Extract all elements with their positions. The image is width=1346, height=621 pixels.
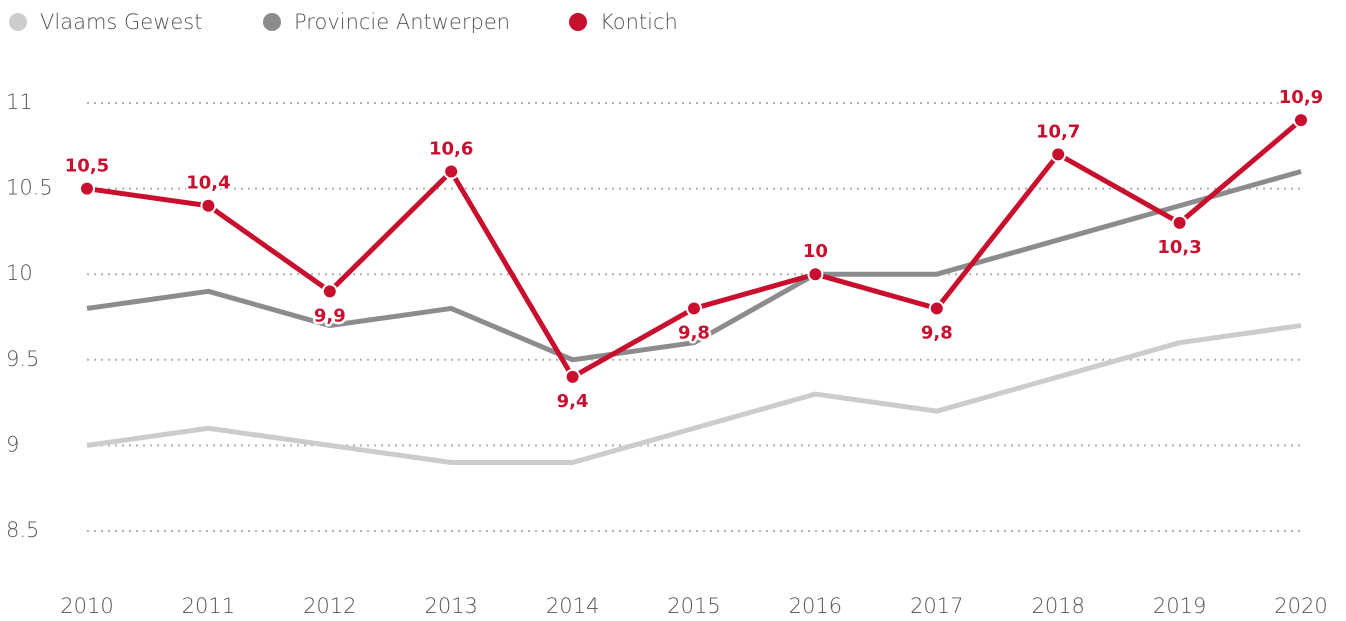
series-line	[86, 169, 1302, 363]
data-label: 10,4	[186, 173, 230, 194]
data-label: 10,5	[65, 156, 109, 177]
data-point	[807, 266, 824, 283]
data-point	[200, 197, 217, 214]
data-point	[1050, 146, 1067, 163]
x-tick-label: 2012	[303, 594, 356, 618]
series-line	[86, 323, 1302, 466]
x-tick-label: 2015	[667, 594, 720, 618]
legend-label: Vlaams Gewest	[40, 10, 202, 34]
legend-marker	[569, 13, 587, 31]
x-tick-label: 2011	[182, 594, 235, 618]
x-tick-label: 2016	[789, 594, 842, 618]
data-point	[686, 300, 702, 317]
data-label: 10,3	[1157, 237, 1201, 258]
x-tick-label: 2013	[424, 594, 477, 618]
legend-label: Provincie Antwerpen	[294, 10, 510, 34]
data-label: 10	[803, 241, 828, 262]
data-label: 9,8	[921, 322, 953, 343]
x-tick-label: 2019	[1153, 594, 1206, 618]
y-tick-label: 10	[6, 261, 33, 285]
legend-marker	[263, 13, 281, 31]
x-tick-label: 2020	[1274, 594, 1327, 618]
x-tick-label: 2017	[910, 594, 963, 618]
data-point	[321, 283, 338, 300]
data-label: 9,9	[314, 305, 346, 326]
data-label: 10,6	[429, 138, 473, 159]
data-point	[564, 368, 581, 385]
x-tick-label: 2014	[546, 594, 599, 618]
data-point	[1293, 112, 1309, 129]
legend-marker	[9, 13, 27, 31]
y-tick-label: 10.5	[6, 176, 53, 200]
data-point	[928, 300, 945, 317]
y-tick-label: 9.5	[6, 347, 39, 371]
y-tick-label: 9	[6, 432, 19, 456]
data-label: 9,4	[557, 391, 589, 412]
data-point	[443, 163, 460, 180]
data-label: 9,8	[678, 322, 710, 343]
legend-label: Kontich	[600, 10, 678, 34]
x-tick-label: 2010	[60, 594, 113, 618]
data-point	[79, 180, 95, 197]
data-label: 10,7	[1036, 121, 1080, 142]
x-tick-label: 2018	[1031, 594, 1084, 618]
y-tick-label: 11	[6, 90, 33, 114]
data-label: 10,9	[1279, 87, 1323, 108]
data-point	[1171, 214, 1188, 231]
y-tick-label: 8.5	[6, 518, 39, 542]
